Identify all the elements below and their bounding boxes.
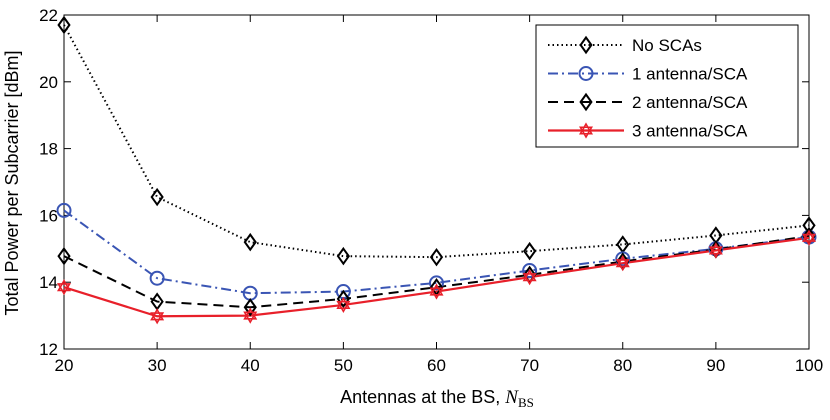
data-point [149, 270, 165, 286]
legend-label: 1 antenna/SCA [632, 65, 748, 84]
data-point [243, 307, 258, 324]
data-point [150, 308, 165, 325]
legend-label: 3 antenna/SCA [632, 122, 748, 141]
series-line [63, 236, 810, 318]
data-point [801, 229, 817, 246]
data-point [57, 15, 71, 35]
y-tick-label: 12 [39, 340, 58, 359]
data-point [615, 255, 630, 272]
data-point [336, 289, 351, 309]
y-tick-label: 20 [39, 73, 58, 92]
x-axis-label-variable: N [504, 387, 519, 408]
data-point [616, 235, 630, 254]
data-point [522, 263, 538, 279]
data-point [429, 283, 444, 300]
data-point [57, 246, 71, 266]
legend-label: 2 antenna/SCA [632, 93, 748, 112]
x-tick-label: 80 [613, 356, 632, 375]
data-point [429, 247, 444, 267]
legend-marker [578, 122, 594, 139]
legend: No SCAs 1 antenna/SCA 2 antenna/SCA 3 anten… [535, 24, 799, 148]
y-tick-label: 16 [39, 206, 58, 225]
data-point [429, 275, 444, 291]
axis-ticks [63, 14, 810, 350]
data-point [150, 187, 164, 207]
y-axis-label: Total Power per Subcarrier [dBm] [2, 50, 22, 315]
x-tick-label: 20 [55, 356, 74, 375]
x-tick-label: 60 [427, 356, 446, 375]
x-tick-label: 30 [148, 356, 167, 375]
legend-marker [579, 92, 593, 112]
series-line [63, 209, 810, 295]
data-point [243, 232, 257, 252]
data-point [708, 242, 723, 259]
data-point [336, 296, 351, 314]
series-line [63, 235, 810, 309]
legend-label: No SCAs [632, 36, 702, 55]
legend-marker [579, 35, 593, 55]
data-point [802, 216, 816, 235]
data-point [243, 298, 257, 317]
data-point [522, 269, 537, 286]
series-lines [63, 24, 810, 318]
series-line [63, 24, 810, 259]
y-tick-label: 18 [39, 140, 58, 159]
data-point [336, 246, 351, 266]
series-markers [56, 15, 817, 325]
x-tick-label: 90 [706, 356, 725, 375]
tick-labels: 20 30 40 50 60 70 80 90 100 12 14 16 18 20 22 [39, 6, 823, 375]
data-point [522, 241, 537, 261]
data-point [56, 279, 72, 296]
x-tick-label: 50 [334, 356, 353, 375]
x-tick-label: 100 [795, 356, 823, 375]
x-axis-label: Antennas at the BS, NBS [340, 387, 534, 410]
legend-marker [578, 66, 594, 81]
y-tick-label: 14 [39, 273, 58, 292]
data-point [56, 202, 72, 218]
y-tick-label: 22 [39, 6, 58, 25]
x-axis-label-subscript: BS [518, 395, 534, 410]
x-tick-label: 70 [520, 356, 539, 375]
x-tick-label: 40 [241, 356, 260, 375]
